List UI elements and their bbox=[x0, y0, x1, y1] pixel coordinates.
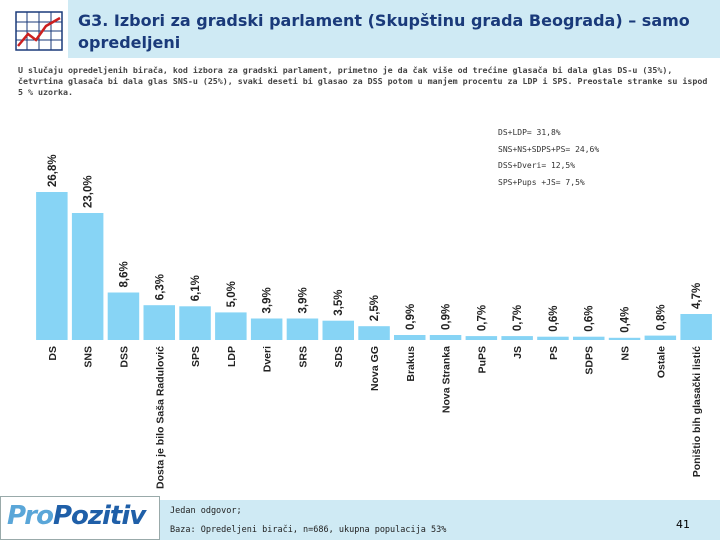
bar-0 bbox=[36, 192, 68, 340]
category-label-3: Dosta je bilo Saša Radulović bbox=[154, 346, 166, 489]
value-label-1: 23,0% bbox=[83, 175, 95, 208]
category-label-5: LDP bbox=[226, 346, 238, 367]
bar-15 bbox=[573, 336, 605, 340]
value-label-3: 6,3% bbox=[154, 274, 166, 300]
summary-text: U slučaju opredeljenih birača, kod izbor… bbox=[18, 65, 708, 97]
category-label-14: PS bbox=[548, 346, 560, 360]
bar-chart: 26,8% DS 23,0% SNS 8,6% DSS 6,3% Dosta je bilo … bbox=[36, 154, 712, 489]
bar-18 bbox=[680, 314, 712, 340]
value-label-15: 0,6% bbox=[584, 305, 596, 331]
category-label-2: DSS bbox=[119, 346, 131, 368]
value-label-6: 3,9% bbox=[262, 287, 274, 313]
value-label-7: 3,9% bbox=[297, 287, 309, 313]
bar-6 bbox=[250, 318, 283, 340]
value-label-11: 0,9% bbox=[441, 304, 453, 330]
logo-text-a: Pro bbox=[7, 501, 54, 531]
value-label-8: 3,5% bbox=[333, 289, 345, 315]
bar-11 bbox=[429, 335, 462, 340]
value-label-10: 0,9% bbox=[405, 304, 417, 330]
category-label-4: SPS bbox=[190, 346, 202, 367]
value-label-5: 5,0% bbox=[226, 281, 238, 307]
bar-13 bbox=[501, 336, 533, 340]
value-label-18: 4,7% bbox=[691, 283, 703, 309]
note-sps-group: SPS+Pups +JS= 7,5% bbox=[498, 178, 585, 187]
value-label-2: 8,6% bbox=[119, 261, 131, 287]
bar-7 bbox=[286, 318, 319, 340]
header-band bbox=[68, 0, 720, 58]
bar-8 bbox=[322, 320, 354, 340]
note-sns-group: SNS+NS+SDPS+PS= 24,6% bbox=[498, 145, 600, 154]
propozitiv-logo: ProPozitiv bbox=[0, 496, 160, 540]
note-dss-dveri: DSS+Dveri= 12,5% bbox=[498, 161, 576, 170]
page-title: G3. Izbori za gradski parlament (Skupšti… bbox=[78, 11, 690, 52]
bar-2 bbox=[107, 292, 140, 340]
bar-17 bbox=[644, 335, 677, 340]
category-label-17: Ostale bbox=[655, 346, 667, 378]
category-label-16: NS bbox=[620, 346, 632, 361]
category-label-15: SDPS bbox=[584, 346, 596, 375]
category-label-8: SDS bbox=[333, 346, 345, 368]
note-ds-ldp: DS+LDP= 31,8% bbox=[498, 128, 561, 137]
chart-logo-icon bbox=[15, 11, 63, 51]
footer-band bbox=[160, 500, 720, 540]
bar-10 bbox=[394, 335, 426, 340]
bar-1 bbox=[71, 213, 104, 340]
category-label-6: Dveri bbox=[262, 346, 274, 372]
category-label-7: SRS bbox=[297, 346, 309, 368]
logo-text-b: Pozitiv bbox=[52, 501, 146, 531]
bar-5 bbox=[215, 312, 247, 340]
bar-4 bbox=[179, 306, 211, 340]
bar-12 bbox=[465, 336, 498, 340]
value-label-12: 0,7% bbox=[476, 305, 488, 331]
bar-9 bbox=[358, 326, 390, 340]
value-label-14: 0,6% bbox=[548, 305, 560, 331]
category-label-18: Poništio bih glasački listić bbox=[691, 346, 703, 477]
category-label-13: JS bbox=[512, 346, 524, 359]
category-label-1: SNS bbox=[83, 346, 95, 368]
footer-base-note: Baza: Opredeljeni birači, n=686, ukupna … bbox=[170, 525, 447, 535]
value-label-4: 6,1% bbox=[190, 275, 202, 301]
value-label-16: 0,4% bbox=[620, 307, 632, 333]
category-label-11: Nova Stranka bbox=[441, 346, 453, 413]
value-label-17: 0,8% bbox=[655, 304, 667, 330]
value-label-13: 0,7% bbox=[512, 305, 524, 331]
category-label-12: PuPS bbox=[476, 346, 488, 373]
category-label-10: Brakus bbox=[405, 346, 417, 382]
footer-answer-note: Jedan odgovor; bbox=[170, 506, 242, 516]
bar-14 bbox=[537, 336, 569, 340]
category-label-0: DS bbox=[47, 346, 59, 361]
page-number: 41 bbox=[676, 518, 690, 531]
bar-16 bbox=[608, 337, 641, 340]
category-label-9: Nova GG bbox=[369, 346, 381, 391]
value-label-9: 2,5% bbox=[369, 295, 381, 321]
value-label-0: 26,8% bbox=[47, 154, 59, 187]
bar-3 bbox=[143, 305, 175, 340]
